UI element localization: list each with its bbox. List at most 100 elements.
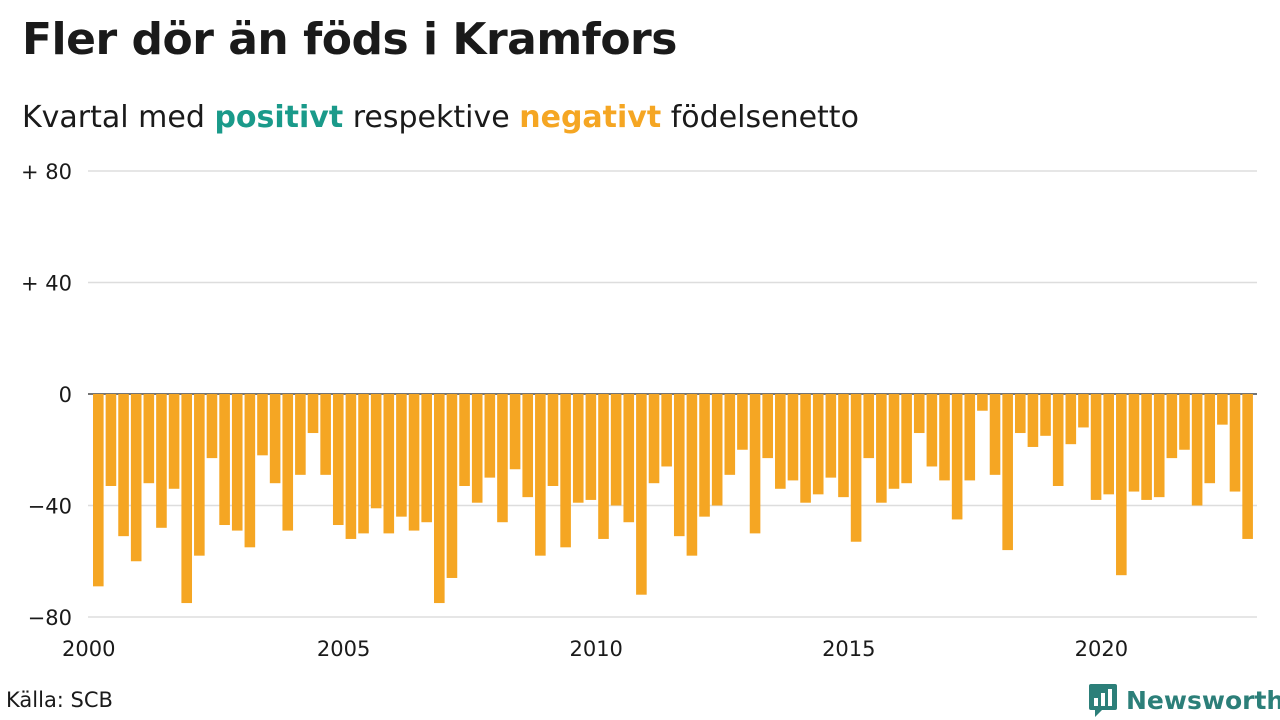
bar <box>1217 394 1228 425</box>
bar <box>1128 394 1140 492</box>
bar <box>850 394 862 542</box>
bar <box>282 394 294 531</box>
bar <box>812 394 824 495</box>
bar <box>383 394 395 534</box>
bar <box>1027 394 1039 447</box>
bar <box>598 394 609 539</box>
bar <box>535 394 546 556</box>
bar <box>1040 394 1051 436</box>
bar <box>194 394 205 556</box>
bar <box>1179 394 1190 450</box>
bar <box>1116 394 1127 576</box>
x-tick-label: 2005 <box>317 637 370 661</box>
bar <box>446 394 458 578</box>
bar <box>497 394 508 523</box>
subtitle-text-start: Kvartal med <box>22 100 205 135</box>
y-tick-label: −80 <box>28 606 72 630</box>
bar <box>93 394 104 587</box>
bar <box>964 394 976 481</box>
bar <box>509 394 521 470</box>
brand-logo: Newsworthy <box>1088 682 1280 718</box>
bar <box>1078 394 1089 428</box>
bar <box>459 394 470 486</box>
bar <box>762 394 773 459</box>
bar <box>1103 394 1114 495</box>
bar <box>699 394 710 517</box>
bar <box>686 394 698 556</box>
bar <box>105 394 117 486</box>
bar <box>648 394 660 484</box>
bar <box>749 394 761 534</box>
x-axis-ticks: 2000 2005 2010 2015 2020 <box>62 637 1128 661</box>
bar <box>560 394 571 548</box>
bar <box>926 394 938 467</box>
bar <box>661 394 672 467</box>
bar <box>168 394 180 489</box>
bar <box>989 394 1001 475</box>
bar <box>838 394 849 498</box>
bar <box>307 394 319 434</box>
x-tick-label: 2020 <box>1075 637 1128 661</box>
source-note: Källa: SCB <box>6 688 113 712</box>
subtitle-text-end: födelsenetto <box>670 100 859 135</box>
x-tick-label: 2015 <box>822 637 875 661</box>
bar <box>358 394 369 534</box>
bar <box>206 394 218 459</box>
bar <box>724 394 736 475</box>
y-tick-label: + 40 <box>21 272 72 296</box>
bar <box>421 394 432 523</box>
bar <box>156 394 167 528</box>
bar <box>1002 394 1013 551</box>
bar <box>1242 394 1253 539</box>
bar <box>295 394 306 475</box>
y-axis-ticks: + 80 + 40 0 −40 −80 <box>21 160 72 630</box>
bar <box>1153 394 1165 498</box>
bar <box>471 394 483 503</box>
bar <box>825 394 837 478</box>
bar <box>711 394 723 506</box>
bar <box>231 394 243 531</box>
bar <box>888 394 900 489</box>
bar <box>1090 394 1102 500</box>
subtitle-negative-word: negativt <box>519 100 662 135</box>
y-tick-label: 0 <box>59 383 72 407</box>
bar <box>1229 394 1241 492</box>
bar <box>257 394 268 456</box>
bar <box>320 394 331 475</box>
bar <box>370 394 382 509</box>
y-tick-label: + 80 <box>21 160 72 184</box>
bar <box>484 394 496 478</box>
bar <box>269 394 281 484</box>
subtitle-positive-word: positivt <box>214 100 344 135</box>
bar <box>913 394 925 434</box>
bar <box>181 394 193 604</box>
bar <box>130 394 142 562</box>
newsworthy-logo-icon <box>1089 684 1117 717</box>
chart-subtitle: Kvartal med positivt respektive negativt… <box>22 100 859 135</box>
bar <box>775 394 786 489</box>
bar <box>863 394 875 459</box>
brand-name: Newsworthy <box>1126 685 1280 715</box>
subtitle-text-middle: respektive <box>352 100 510 135</box>
bar <box>244 394 256 548</box>
chart-title: Fler dör än föds i Kramfors <box>22 14 677 65</box>
bar <box>522 394 534 498</box>
bar <box>1204 394 1216 484</box>
bar <box>345 394 357 539</box>
bar <box>219 394 230 526</box>
bar <box>787 394 799 481</box>
bar <box>951 394 963 520</box>
y-tick-label: −40 <box>28 495 72 519</box>
bar <box>977 394 988 411</box>
x-tick-label: 2000 <box>62 637 115 661</box>
bar <box>143 394 155 484</box>
bar <box>1052 394 1064 486</box>
bar <box>737 394 748 450</box>
bar <box>1014 394 1026 434</box>
bar <box>939 394 950 481</box>
bar <box>673 394 685 537</box>
bar <box>434 394 445 604</box>
bar <box>1065 394 1077 445</box>
bar <box>1191 394 1203 506</box>
bar <box>800 394 811 503</box>
